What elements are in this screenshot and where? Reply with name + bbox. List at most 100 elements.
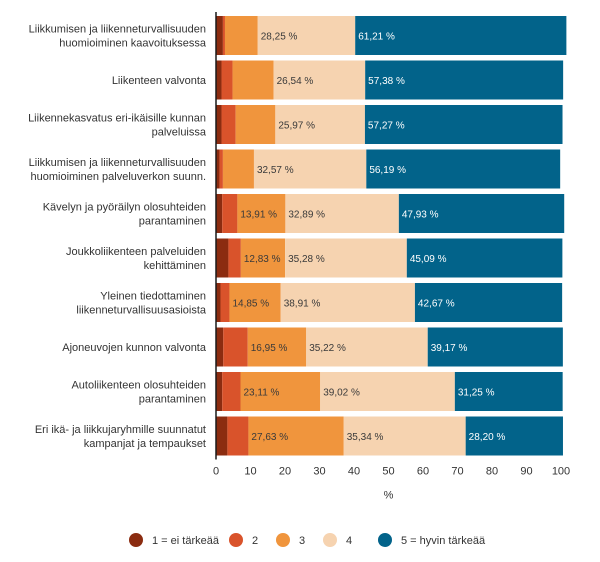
bar-segment-6-5[interactable] <box>406 238 563 278</box>
bar-segment-1-1[interactable] <box>216 16 223 55</box>
category-label-10-1: Eri ikä- ja liikkujaryhmille suunnatut <box>35 424 206 436</box>
category-label-8-1: Ajoneuvojen kunnon valvonta <box>62 342 207 354</box>
bar-segment-6-2[interactable] <box>228 238 241 278</box>
data-label-9-4: 39,02 % <box>323 388 360 399</box>
bar-segment-7-2[interactable] <box>220 283 230 322</box>
bar-segment-1-4[interactable] <box>257 16 356 55</box>
bar-segment-4-2[interactable] <box>219 149 223 189</box>
bar-segment-9-3[interactable] <box>240 372 321 411</box>
bar-segment-6-4[interactable] <box>285 238 407 278</box>
category-label-10-2: kampanjat ja tempaukset <box>84 438 206 450</box>
data-label-7-5: 42,67 % <box>418 299 455 310</box>
legend-swatch-3[interactable] <box>276 533 290 547</box>
legend-swatch-4[interactable] <box>323 533 337 547</box>
bars-layer: 28,25 % 61,21 % 26,54 % 57,38 % 25,97 % 57,27… <box>216 16 567 456</box>
data-label-9-5: 31,25 % <box>458 388 495 399</box>
category-label-1-2: huomioiminen kaavoituksessa <box>59 38 207 50</box>
bar-segment-4-4[interactable] <box>253 149 367 189</box>
bar-segment-10-4[interactable] <box>343 416 466 456</box>
category-label-6-2: kehittäminen <box>144 260 206 272</box>
data-label-9-3: 23,11 % <box>243 388 279 399</box>
bar-segment-7-3[interactable] <box>229 283 281 322</box>
data-label-10-3: 27,63 % <box>251 432 288 443</box>
x-axis-title: % <box>384 490 394 502</box>
bar-segment-3-3[interactable] <box>235 105 276 144</box>
bar-segment-2-5[interactable] <box>365 60 564 100</box>
legend-label-1[interactable]: 1 = ei tärkeää <box>152 535 220 547</box>
data-label-3-5: 57,27 % <box>368 121 405 132</box>
bar-segment-6-3[interactable] <box>240 238 286 278</box>
bar-segment-10-2[interactable] <box>227 416 249 456</box>
bar-segment-4-3[interactable] <box>222 149 254 189</box>
bar-segment-9-5[interactable] <box>454 372 563 411</box>
bar-segment-5-3[interactable] <box>237 194 286 233</box>
bar-segment-5-2[interactable] <box>222 194 238 233</box>
data-label-10-5: 28,20 % <box>469 432 506 443</box>
category-label-1-1: Liikkumisen ja liikenneturvallisuuden <box>29 24 206 36</box>
bar-segment-2-4[interactable] <box>273 60 366 100</box>
legend-swatch-1[interactable] <box>129 533 143 547</box>
bar-segment-8-4[interactable] <box>306 327 428 367</box>
bar-segment-7-4[interactable] <box>280 283 415 322</box>
bar-segment-9-4[interactable] <box>320 372 455 411</box>
bar-segment-5-1[interactable] <box>216 194 223 233</box>
category-label-6-1: Joukkoliikenteen palveluiden <box>66 246 206 258</box>
category-label-3-2: palveluissa <box>152 127 207 139</box>
x-tick-80: 80 <box>486 466 498 478</box>
legend-swatch-2[interactable] <box>229 533 243 547</box>
data-label-2-4: 26,54 % <box>277 76 314 87</box>
bar-segment-3-1[interactable] <box>216 105 222 144</box>
x-tick-100: 100 <box>552 466 570 478</box>
bar-segment-6-1[interactable] <box>216 238 229 278</box>
bar-segment-9-2[interactable] <box>222 372 241 411</box>
data-label-10-4: 35,34 % <box>347 432 384 443</box>
bar-segment-4-5[interactable] <box>366 149 561 189</box>
legend[interactable]: 1 = ei tärkeää 2 3 4 5 = hyvin tärkeää <box>129 533 486 547</box>
bar-segment-1-3[interactable] <box>224 16 258 55</box>
data-label-5-3: 13,91 % <box>240 210 277 221</box>
bar-segment-7-1[interactable] <box>216 283 221 322</box>
legend-label-5[interactable]: 5 = hyvin tärkeää <box>401 535 486 547</box>
bar-segment-9-1[interactable] <box>216 372 223 411</box>
bar-segment-1-2[interactable] <box>222 16 225 55</box>
legend-label-4[interactable]: 4 <box>346 535 352 547</box>
x-tick-10: 10 <box>244 466 256 478</box>
x-tick-0: 0 <box>213 466 219 478</box>
data-label-1-4: 28,25 % <box>261 32 298 43</box>
bar-segment-5-4[interactable] <box>285 194 399 233</box>
data-label-2-5: 57,38 % <box>368 76 405 87</box>
bar-segment-8-2[interactable] <box>223 327 248 367</box>
legend-label-2[interactable]: 2 <box>252 535 258 547</box>
category-label-5-1: Kävelyn ja pyöräilyn olosuhteiden <box>43 202 206 214</box>
data-label-8-4: 35,22 % <box>309 343 346 354</box>
data-label-3-4: 25,97 % <box>278 121 315 132</box>
bar-segment-8-5[interactable] <box>427 327 563 367</box>
bar-segment-3-2[interactable] <box>221 105 236 144</box>
bar-segment-3-4[interactable] <box>275 105 365 144</box>
bar-segment-2-1[interactable] <box>216 60 222 100</box>
bar-segment-10-3[interactable] <box>248 416 344 456</box>
bar-segment-8-3[interactable] <box>247 327 307 367</box>
legend-swatch-5[interactable] <box>378 533 392 547</box>
data-label-1-5: 61,21 % <box>358 32 395 43</box>
bar-segment-4-1[interactable] <box>216 149 220 189</box>
data-label-5-5: 47,93 % <box>402 210 439 221</box>
data-label-6-5: 45,09 % <box>410 254 447 265</box>
legend-label-3[interactable]: 3 <box>299 535 305 547</box>
bar-segment-10-5[interactable] <box>465 416 563 456</box>
bar-segment-2-2[interactable] <box>221 60 233 100</box>
category-labels: Liikkumisen ja liikenneturvallisuuden huo… <box>28 24 207 451</box>
data-label-5-4: 32,89 % <box>288 210 325 221</box>
data-label-8-3: 16,95 % <box>251 343 288 354</box>
bar-segment-8-1[interactable] <box>216 327 224 367</box>
data-label-7-4: 38,91 % <box>284 299 321 310</box>
bar-segment-10-1[interactable] <box>216 416 228 456</box>
bar-segment-1-5[interactable] <box>355 16 567 55</box>
bar-segment-3-5[interactable] <box>364 105 563 144</box>
bar-segment-2-3[interactable] <box>232 60 274 100</box>
data-label-6-4: 35,28 % <box>288 254 325 265</box>
x-tick-50: 50 <box>382 466 394 478</box>
bar-segment-7-5[interactable] <box>414 283 563 322</box>
bar-segment-5-5[interactable] <box>398 194 565 233</box>
category-label-2-1: Liikenteen valvonta <box>112 75 207 87</box>
